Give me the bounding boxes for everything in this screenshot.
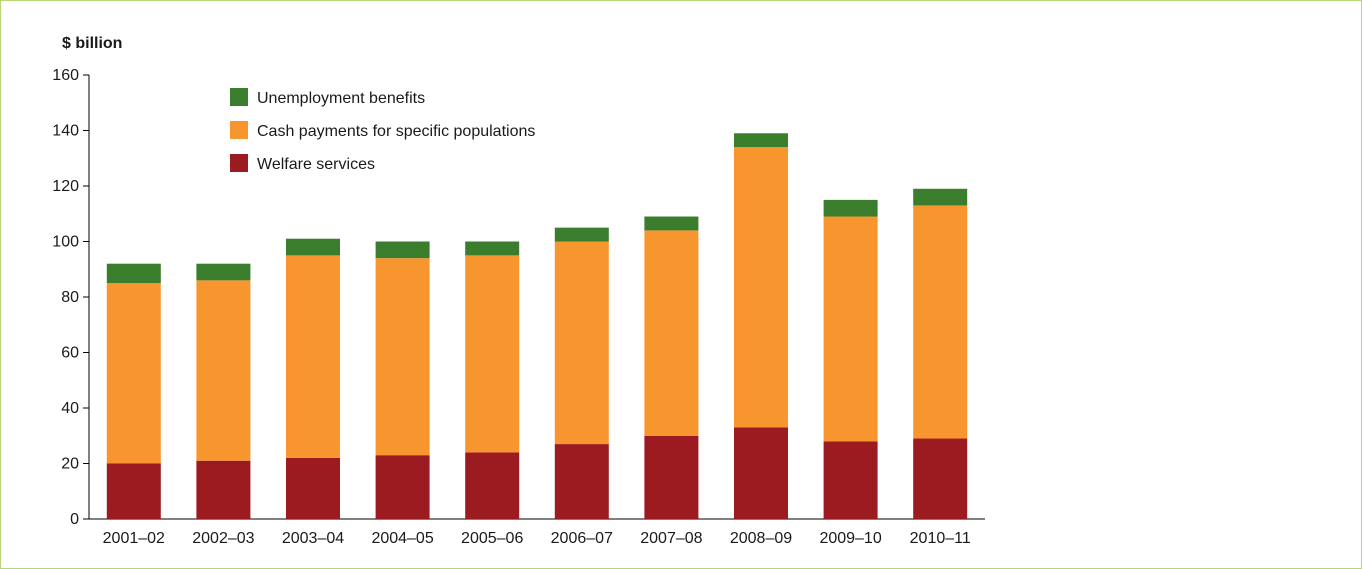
bar-stack (554, 227, 609, 519)
legend-label: Cash payments for specific populations (257, 123, 535, 140)
y-axis: 0 20 40 60 80 100 120 140 160 (52, 67, 90, 528)
bar-stack (196, 263, 251, 519)
bar-segment (823, 199, 878, 217)
bar-stack (913, 188, 968, 519)
y-tick-label: 80 (61, 289, 79, 306)
bar-segment (286, 238, 340, 256)
x-tick-label: 2003–04 (282, 530, 344, 547)
x-tick-label: 2008–09 (730, 530, 792, 547)
x-tick-label: 2002–03 (192, 530, 254, 547)
bars-group (106, 133, 968, 519)
legend-item: Cash payments for specific populations (230, 121, 535, 140)
x-axis: 2001–02 2002–03 2003–04 2004–05 2005–06 2006–… (89, 518, 985, 547)
y-axis-label: $ billion (62, 35, 122, 52)
bar-stack (734, 133, 788, 519)
bar-stack (644, 216, 699, 519)
y-tick-label: 20 (61, 456, 79, 473)
bar-segment (644, 435, 699, 519)
bar-segment (196, 460, 251, 519)
x-tick-label: 2004–05 (371, 530, 433, 547)
bar-stack (465, 241, 520, 519)
x-tick-label: 2010–11 (910, 530, 971, 547)
x-tick-label: 2001–02 (103, 530, 165, 547)
bar-segment (913, 205, 968, 439)
bar-segment (913, 438, 968, 519)
legend-swatch (230, 88, 248, 106)
x-tick-label: 2009–10 (819, 530, 881, 547)
legend-swatch (230, 154, 248, 172)
legend-swatch (230, 121, 248, 139)
x-tick-label: 2007–08 (640, 530, 702, 547)
legend-label: Unemployment benefits (257, 90, 425, 107)
bar-segment (644, 230, 699, 436)
x-tick-label: 2005–06 (461, 530, 523, 547)
bar-segment (734, 427, 788, 519)
bar-segment (196, 263, 251, 281)
bar-segment (554, 227, 609, 242)
y-tick-label: 160 (52, 67, 79, 84)
bar-segment (554, 241, 609, 445)
bar-segment (465, 452, 520, 519)
bar-segment (554, 444, 609, 519)
bar-segment (465, 255, 520, 453)
bar-stack (106, 263, 161, 519)
bar-stack (823, 199, 878, 519)
bar-segment (823, 216, 878, 442)
bar-segment (375, 455, 430, 519)
bar-segment (913, 188, 968, 206)
bar-segment (734, 133, 788, 148)
y-tick-label: 60 (61, 345, 79, 362)
bar-segment (106, 263, 161, 284)
legend-label: Welfare services (257, 156, 375, 173)
bar-segment (196, 280, 251, 461)
bar-segment (823, 441, 878, 519)
y-tick-label: 120 (52, 178, 79, 195)
y-tick-label: 40 (61, 400, 79, 417)
y-tick-label: 100 (52, 234, 79, 251)
legend-item: Unemployment benefits (230, 88, 425, 107)
bar-stack (286, 238, 340, 519)
y-tick-label: 140 (52, 123, 79, 140)
bar-segment (106, 283, 161, 464)
legend-item: Welfare services (230, 154, 375, 173)
y-tick-label: 0 (70, 511, 79, 528)
bar-segment (106, 463, 161, 519)
bar-segment (734, 147, 788, 428)
bar-segment (375, 241, 430, 259)
bar-segment (286, 255, 340, 458)
bar-segment (465, 241, 520, 256)
legend: Unemployment benefits Cash payments for s… (230, 88, 535, 173)
bar-segment (644, 216, 699, 231)
bar-stack (375, 241, 430, 519)
x-tick-label: 2006–07 (551, 530, 613, 547)
bar-segment (286, 457, 340, 519)
bar-segment (375, 258, 430, 456)
